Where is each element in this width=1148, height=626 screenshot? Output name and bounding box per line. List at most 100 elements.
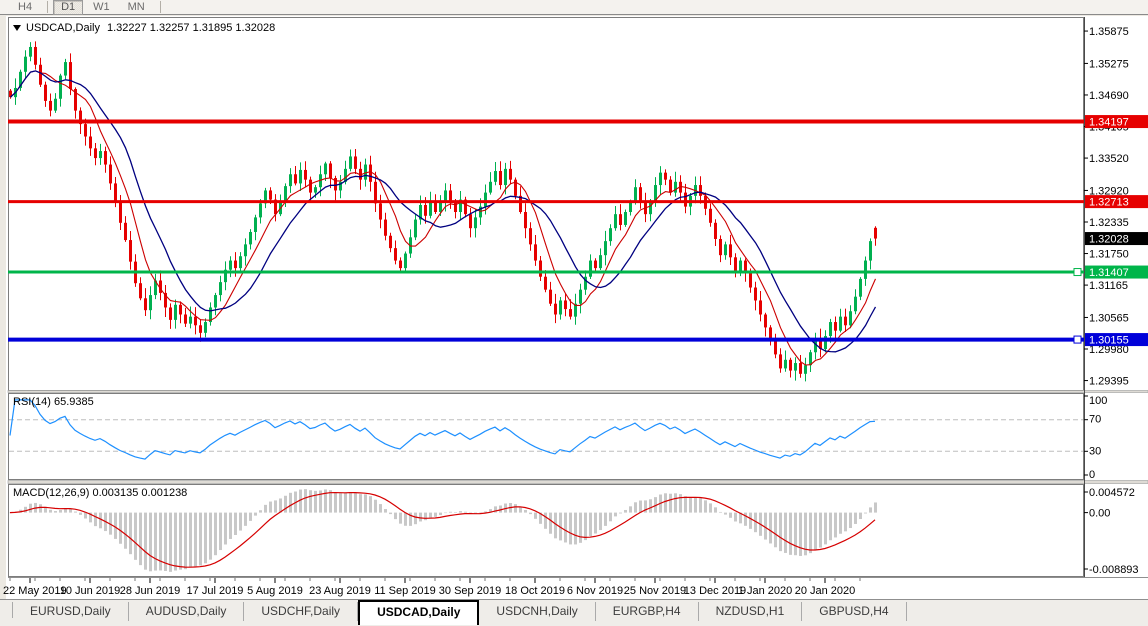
rsi-line (9, 399, 876, 460)
price-axis[interactable]: 1.358751.352751.346901.341051.335201.329… (1084, 17, 1148, 577)
candle (44, 84, 47, 101)
price-badge-label: 1.32028 (1089, 234, 1129, 246)
date-label: 10 Jun 2019 (60, 585, 121, 597)
macd-bar (539, 512, 542, 524)
macd-bar (374, 499, 377, 513)
candle (24, 56, 27, 72)
macd-bar (669, 493, 672, 513)
candle (34, 46, 37, 65)
panel-separator[interactable] (7, 480, 1148, 484)
candle (129, 240, 132, 262)
macd-bar (464, 511, 467, 513)
macd-bar (689, 497, 692, 513)
tab-usdcad-daily[interactable]: USDCAD,Daily (358, 600, 480, 625)
candle (579, 289, 582, 304)
macd-bar (274, 500, 277, 513)
tab-gbpusd-h4[interactable]: GBPUSD,H4 (802, 602, 907, 621)
candle (764, 314, 767, 328)
candle (284, 186, 287, 202)
candle (399, 260, 402, 269)
chart-canvas[interactable]: 1.358751.352751.346901.341051.335201.329… (0, 0, 1148, 600)
candle (329, 163, 332, 179)
candle (624, 212, 627, 225)
macd-bar (599, 512, 602, 531)
tab-nzdusd-h1[interactable]: NZDUSD,H1 (699, 602, 803, 621)
candle (254, 217, 257, 232)
tab-audusd-daily[interactable]: AUDUSD,Daily (129, 602, 245, 621)
macd-bar (209, 512, 212, 560)
timeframe-button-h4[interactable]: H4 (18, 0, 33, 13)
macd-bar (89, 512, 92, 523)
macd-bar (344, 492, 347, 513)
candle (569, 309, 572, 317)
macd-bar (574, 512, 577, 545)
candle (434, 201, 437, 213)
macd-bar (424, 512, 427, 521)
macd-bar (644, 500, 647, 513)
macd-bar (519, 506, 522, 513)
candle (104, 151, 107, 165)
ma-slow-line (10, 70, 877, 353)
macd-bar (529, 512, 532, 515)
macd-bar (674, 493, 677, 513)
macd-bar (684, 496, 687, 513)
candle (799, 363, 802, 374)
candle (699, 185, 702, 196)
macd-bar (739, 512, 742, 524)
candle (719, 238, 722, 256)
macd-bar (339, 493, 342, 513)
date-label: 22 May 2019 (3, 585, 67, 597)
line-drag-handle[interactable] (1073, 268, 1082, 277)
macd-bar (219, 512, 222, 551)
candle (484, 192, 487, 207)
candle (774, 341, 777, 355)
candle (849, 311, 852, 326)
candle (714, 222, 717, 239)
macd-bar (704, 500, 707, 513)
timeframe-button-d1[interactable]: D1 (53, 0, 84, 15)
tab-usdchf-daily[interactable]: USDCHF,Daily (244, 602, 359, 621)
macd-bar (389, 512, 392, 515)
candle (304, 169, 307, 180)
candle (69, 62, 72, 90)
candle (349, 156, 352, 169)
timeframe-button-mn[interactable]: MN (127, 0, 145, 13)
macd-axis-label: 0.004572 (1089, 487, 1135, 499)
macd-bar (84, 512, 87, 519)
candle (314, 187, 317, 193)
macd-bar (709, 503, 712, 513)
candle (509, 168, 512, 180)
date-label: 17 Jul 2019 (187, 585, 244, 597)
macd-bar (264, 504, 267, 513)
candle (209, 307, 212, 323)
date-label: 25 Nov 2019 (624, 585, 686, 597)
candle (99, 151, 102, 159)
candle (474, 217, 477, 229)
candle (734, 257, 737, 272)
macd-axis-label: 0.00 (1089, 508, 1110, 520)
panel-separator[interactable] (7, 390, 1148, 393)
tab-usdcnh-daily[interactable]: USDCNH,Daily (479, 602, 596, 621)
tab-bar-left-edge (0, 602, 13, 618)
candle (154, 280, 157, 296)
macd-bar (159, 512, 162, 571)
macd-bar (199, 512, 202, 566)
candle (629, 201, 632, 213)
line-drag-handle[interactable] (1073, 335, 1082, 344)
macd-bar (479, 512, 482, 514)
tab-eurgbp-h4[interactable]: EURGBP,H4 (596, 602, 699, 621)
price-tick-label: 1.32920 (1089, 185, 1129, 197)
macd-bar (69, 508, 72, 513)
candle (649, 201, 652, 215)
macd-bar (214, 512, 217, 556)
candle (589, 260, 592, 277)
price-badge-label: 1.31407 (1089, 267, 1129, 279)
timeframe-button-w1[interactable]: W1 (93, 0, 110, 13)
candle (744, 260, 747, 274)
tab-eurusd-daily[interactable]: EURUSD,Daily (13, 602, 129, 621)
candle (119, 202, 122, 223)
date-label: 30 Sep 2019 (439, 585, 501, 597)
macd-bar (719, 511, 722, 513)
macd-bar (414, 512, 417, 525)
